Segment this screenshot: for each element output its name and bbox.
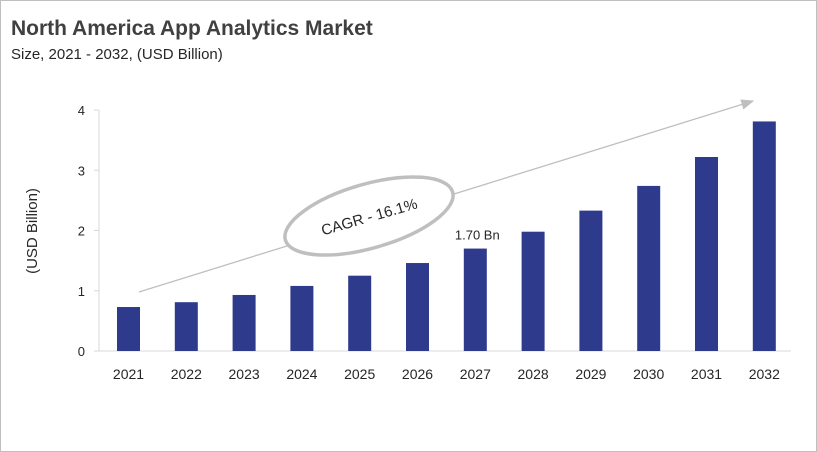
bar-2032 <box>752 121 776 351</box>
x-tick-label: 2027 <box>460 366 491 382</box>
y-axis-label: (USD Billion) <box>24 188 41 274</box>
bar-2031 <box>695 156 718 351</box>
x-tick-label: 2022 <box>171 366 202 382</box>
chart-title: North America App Analytics Market <box>11 17 373 40</box>
x-tick-label: 2024 <box>286 366 317 382</box>
bar-2024 <box>290 285 314 351</box>
bar-2027 <box>463 248 487 351</box>
x-tick-label: 2025 <box>344 366 375 382</box>
x-tick-label: 2032 <box>749 366 780 382</box>
data-label: 1.70 Bn <box>455 228 500 243</box>
y-tick-label: 1 <box>78 284 85 299</box>
x-tick-label: 2026 <box>402 366 433 382</box>
cagr-ellipse <box>283 175 455 257</box>
bar-2025 <box>348 275 372 351</box>
bar-2021 <box>117 307 140 351</box>
x-tick-label: 2029 <box>575 366 606 382</box>
y-tick-label: 3 <box>78 163 85 178</box>
bar-2023 <box>232 294 256 351</box>
x-tick-label: 2031 <box>691 366 722 382</box>
x-tick-label: 2021 <box>113 366 144 382</box>
x-tick-label: 2023 <box>229 366 260 382</box>
y-tick-label: 0 <box>78 344 85 359</box>
bar-2029 <box>579 210 603 351</box>
bar-2028 <box>521 231 545 351</box>
chart-subtitle: Size, 2021 - 2032, (USD Billion) <box>11 46 223 63</box>
bar-2026 <box>406 263 429 351</box>
bar-2022 <box>174 302 198 351</box>
x-tick-label: 2030 <box>633 366 664 382</box>
bar-2030 <box>637 185 661 351</box>
y-tick-label: 4 <box>78 103 85 118</box>
y-tick-label: 2 <box>78 224 85 239</box>
x-tick-label: 2028 <box>518 366 549 382</box>
